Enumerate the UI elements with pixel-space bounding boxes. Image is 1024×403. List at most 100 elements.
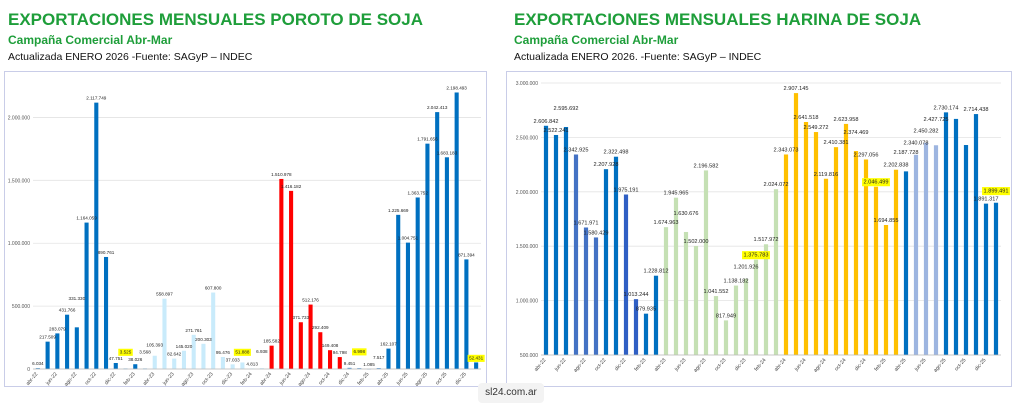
data-label-highlight	[233, 348, 251, 356]
right-title: EXPORTACIONES MENSUALES HARINA DE SOJA	[514, 10, 922, 29]
x-tick-label: jun-25	[913, 357, 928, 373]
y-tick-label: 1.000.000	[516, 299, 538, 305]
bar-dic-25	[983, 203, 989, 355]
bar-sep-25	[435, 112, 440, 369]
data-label: 2.340.078	[904, 141, 929, 147]
bar-feb-23	[133, 364, 138, 369]
data-label: 2.202.838	[884, 163, 909, 169]
data-label: 1.225.669	[388, 208, 409, 213]
bar-oct-24	[327, 350, 333, 369]
x-tick-label: feb-25	[356, 371, 370, 386]
left-title: EXPORTACIONES MENSUALES POROTO DE SOJA	[8, 10, 423, 29]
x-tick-label: dic-22	[104, 371, 118, 386]
bar-nov-24	[853, 151, 859, 355]
bar-jul-22	[573, 154, 579, 355]
bar-oct-24	[843, 123, 849, 356]
bar-ago-23	[191, 334, 196, 369]
data-label: 149.408	[322, 343, 339, 348]
bar-jun-23	[172, 358, 177, 369]
bar-jul-23	[693, 245, 699, 355]
data-label: 1.791.656	[417, 137, 438, 142]
data-label: 1.228.812	[644, 269, 669, 275]
x-tick-label: ago-22	[573, 357, 588, 373]
y-tick-label: 1.500.000	[8, 178, 30, 184]
footer-watermark[interactable]: sl24.com.ar	[478, 383, 544, 403]
x-tick-label: oct-25	[435, 371, 449, 386]
data-label: 1.510.978	[271, 172, 292, 177]
x-tick-label: dic-23	[220, 371, 234, 386]
data-label: 1.671.971	[574, 220, 599, 226]
data-label: 145.020	[176, 344, 193, 349]
data-label: 2.427.725	[924, 117, 949, 123]
bar-may-25	[396, 214, 401, 369]
data-label: 38.026	[128, 357, 142, 362]
bar-mar-23	[653, 275, 659, 355]
x-tick-label: oct-25	[954, 357, 968, 372]
bar-dic-23	[230, 364, 235, 369]
data-label: 2.342.925	[564, 147, 589, 153]
bar-abr-24	[269, 345, 274, 369]
x-tick-label: oct-22	[84, 371, 98, 386]
data-label: 1.502.000	[684, 239, 709, 245]
data-label: 94.798	[333, 350, 347, 355]
x-tick-label: jun-24	[793, 357, 808, 373]
x-tick-label: abr-24	[259, 371, 273, 386]
x-tick-label: ago-23	[693, 357, 708, 373]
data-label-highlight	[467, 354, 485, 362]
x-tick-label: jun-24	[278, 371, 293, 386]
data-label: 890.761	[98, 250, 115, 255]
data-label: 2.207.928	[594, 162, 619, 168]
bar-dic-24	[863, 159, 869, 355]
bar-nov-23	[220, 356, 225, 369]
bar-abr-23	[663, 227, 669, 355]
bar-ene-25	[873, 186, 879, 355]
x-tick-label: ago-24	[813, 357, 828, 373]
bar-jun-24	[803, 122, 809, 355]
bar-abr-22	[543, 125, 549, 355]
data-label: 2.297.056	[854, 152, 879, 158]
y-tick-label: 500.000	[520, 353, 538, 359]
data-label: 1.580.429	[584, 230, 609, 236]
x-tick-label: jun-22	[44, 371, 59, 386]
bar-may-24	[793, 93, 799, 355]
bar-oct-22	[94, 102, 99, 369]
data-label: 2.595.692	[554, 106, 579, 112]
bar-feb-24	[763, 244, 769, 355]
data-label-highlight	[982, 187, 1010, 196]
x-tick-label: feb-23	[123, 371, 137, 386]
data-label: 1.899.491	[984, 189, 1009, 195]
bar-ago-22	[74, 327, 79, 369]
data-label: 47.751	[109, 356, 123, 361]
data-label: 2.117.749	[86, 96, 107, 101]
bar-sep-24	[833, 147, 839, 355]
data-label: 4.813	[246, 361, 258, 366]
x-tick-label: abr-25	[376, 371, 390, 386]
bar-ene-26	[474, 362, 479, 369]
bar-jul-24	[813, 132, 819, 355]
bar-mar-24	[773, 189, 779, 355]
data-label: 6.998	[354, 349, 366, 354]
data-label-highlight	[742, 251, 770, 260]
data-label: 2.907.145	[784, 86, 809, 92]
data-label: 1.085	[363, 362, 375, 367]
y-tick-label: 1.500.000	[516, 244, 538, 250]
data-label: 51.888	[235, 349, 249, 354]
data-label: 82.642	[167, 352, 181, 357]
bar-ago-24	[823, 178, 829, 355]
y-tick-label: 2.000.000	[516, 190, 538, 196]
bar-may-25	[913, 154, 919, 355]
bar-jul-23	[181, 350, 187, 369]
data-label: 2.410.381	[824, 140, 849, 146]
x-tick-label: abr-23	[142, 371, 156, 386]
bar-sep-25	[953, 118, 959, 356]
bar-sep-23	[713, 296, 719, 355]
x-tick-label: jun-22	[553, 357, 568, 373]
bar-oct-23	[211, 292, 216, 369]
bar-may-22	[45, 341, 50, 369]
x-tick-label: feb-24	[240, 371, 254, 386]
data-label: 1.630.676	[674, 211, 699, 217]
data-label: 2.322.498	[604, 150, 629, 156]
bar-feb-25	[883, 224, 889, 355]
bar-abr-25	[386, 348, 391, 369]
x-tick-label: oct-23	[201, 371, 215, 386]
